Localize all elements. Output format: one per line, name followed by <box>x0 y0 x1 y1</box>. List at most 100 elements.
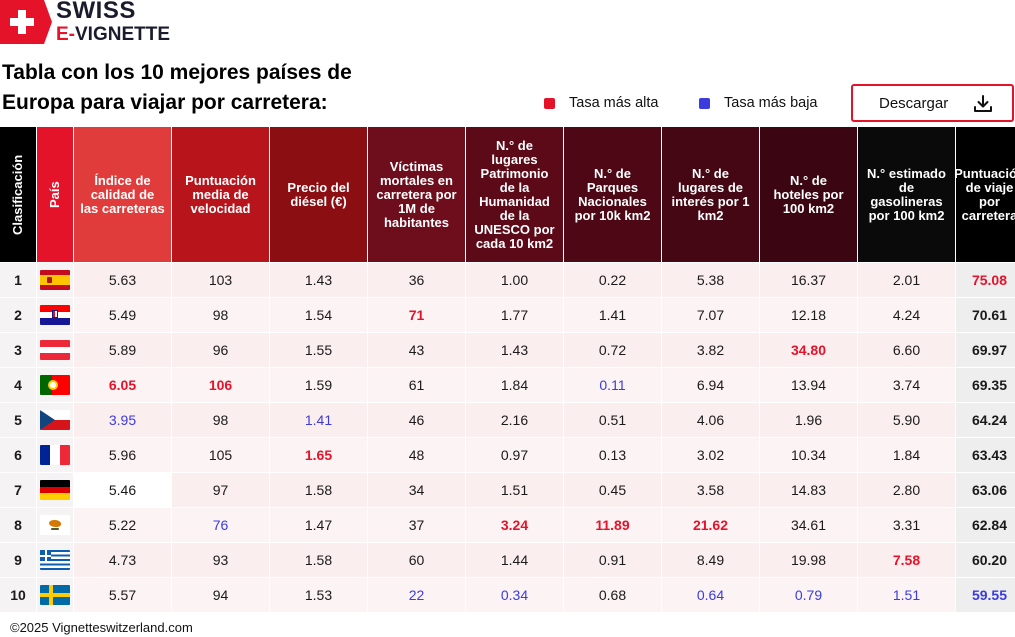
country-cell <box>37 473 73 507</box>
logo-notch <box>44 0 52 44</box>
country-cell <box>37 403 73 437</box>
country-cell <box>37 438 73 472</box>
road-quality-cell: 5.63 <box>74 263 171 297</box>
road-quality-cell: 6.05 <box>74 368 171 402</box>
gas-stations-cell: 1.51 <box>858 578 955 612</box>
hotels-cell: 12.18 <box>760 298 857 332</box>
sweden-flag-icon <box>40 585 70 605</box>
national-parks-cell: 0.11 <box>564 368 661 402</box>
unesco-sites-cell: 1.43 <box>466 333 563 367</box>
rank-cell: 2 <box>0 298 36 332</box>
unesco-sites-cell: 1.44 <box>466 543 563 577</box>
speed-score-cell: 98 <box>172 298 269 332</box>
gas-stations-cell: 6.60 <box>858 333 955 367</box>
unesco-sites-cell: 1.51 <box>466 473 563 507</box>
road-quality-cell: 5.22 <box>74 508 171 542</box>
country-cell <box>37 333 73 367</box>
road-trip-score-cell: 64.24 <box>956 403 1015 437</box>
header-road-trip-score: Puntuación de viaje por carretera <box>954 127 1015 262</box>
national-parks-cell: 0.91 <box>564 543 661 577</box>
attractions-cell: 7.07 <box>662 298 759 332</box>
download-button[interactable]: Descargar <box>851 84 1014 122</box>
road-deaths-cell: 22 <box>368 578 465 612</box>
road-deaths-cell: 61 <box>368 368 465 402</box>
country-cell <box>37 508 73 542</box>
brand-line-2-prefix: E- <box>56 24 75 45</box>
diesel-price-cell: 1.58 <box>270 543 367 577</box>
attractions-cell: 3.82 <box>662 333 759 367</box>
hotels-cell: 0.79 <box>760 578 857 612</box>
diesel-price-cell: 1.54 <box>270 298 367 332</box>
country-cell <box>37 263 73 297</box>
rank-cell: 1 <box>0 263 36 297</box>
legend-low-label: Tasa más baja <box>724 95 818 111</box>
speed-score-cell: 106 <box>172 368 269 402</box>
spain-flag-icon <box>40 270 70 290</box>
national-parks-cell: 0.68 <box>564 578 661 612</box>
speed-score-cell: 97 <box>172 473 269 507</box>
ranking-table: Clasificación País Índice de calidad de la… <box>0 127 1015 612</box>
brand-logo: SWISS E-VIGNETTE <box>0 0 180 46</box>
gas-stations-cell: 3.31 <box>858 508 955 542</box>
germany-flag-icon <box>40 480 70 500</box>
header-road-deaths: Víctimas mortales en carretera por 1M de… <box>368 127 465 262</box>
national-parks-cell: 0.45 <box>564 473 661 507</box>
speed-score-cell: 105 <box>172 438 269 472</box>
road-quality-cell: 4.73 <box>74 543 171 577</box>
road-trip-score-cell: 63.06 <box>956 473 1015 507</box>
road-deaths-cell: 48 <box>368 438 465 472</box>
attractions-cell: 21.62 <box>662 508 759 542</box>
road-trip-score-cell: 75.08 <box>956 263 1015 297</box>
speed-score-cell: 76 <box>172 508 269 542</box>
gas-stations-cell: 5.90 <box>858 403 955 437</box>
header-diesel-price: Precio del diésel (€) <box>270 127 367 262</box>
brand-line-2: E-VIGNETTE <box>56 25 170 45</box>
hotels-cell: 10.34 <box>760 438 857 472</box>
unesco-sites-cell: 0.34 <box>466 578 563 612</box>
road-deaths-cell: 60 <box>368 543 465 577</box>
gas-stations-cell: 1.84 <box>858 438 955 472</box>
rank-cell: 8 <box>0 508 36 542</box>
portugal-flag-icon <box>40 375 70 395</box>
header-speed-score: Puntuación media de velocidad <box>172 127 269 262</box>
rank-cell: 5 <box>0 403 36 437</box>
diesel-price-cell: 1.47 <box>270 508 367 542</box>
header-hotels: N.° de hoteles por 100 km2 <box>760 127 857 262</box>
rank-cell: 4 <box>0 368 36 402</box>
header-national-parks: N.° de Parques Nacionales por 10k km2 <box>564 127 661 262</box>
footer-copyright: ©2025 Vignetteswitzerland.com <box>10 620 193 635</box>
hotels-cell: 34.61 <box>760 508 857 542</box>
road-quality-cell: 5.96 <box>74 438 171 472</box>
road-deaths-cell: 46 <box>368 403 465 437</box>
country-cell <box>37 578 73 612</box>
rank-cell: 9 <box>0 543 36 577</box>
road-trip-score-cell: 59.55 <box>956 578 1015 612</box>
road-trip-score-cell: 69.97 <box>956 333 1015 367</box>
unesco-sites-cell: 3.24 <box>466 508 563 542</box>
attractions-cell: 6.94 <box>662 368 759 402</box>
hotels-cell: 14.83 <box>760 473 857 507</box>
croatia-flag-icon <box>40 305 70 325</box>
brand-line-1: SWISS <box>56 0 136 24</box>
hotels-cell: 1.96 <box>760 403 857 437</box>
gas-stations-cell: 3.74 <box>858 368 955 402</box>
unesco-sites-cell: 2.16 <box>466 403 563 437</box>
diesel-price-cell: 1.53 <box>270 578 367 612</box>
gas-stations-cell: 2.01 <box>858 263 955 297</box>
road-trip-score-cell: 60.20 <box>956 543 1015 577</box>
rank-cell: 6 <box>0 438 36 472</box>
hotels-cell: 19.98 <box>760 543 857 577</box>
legend-high: Tasa más alta <box>544 94 658 112</box>
road-trip-score-cell: 70.61 <box>956 298 1015 332</box>
road-trip-score-cell: 62.84 <box>956 508 1015 542</box>
hotels-cell: 34.80 <box>760 333 857 367</box>
national-parks-cell: 1.41 <box>564 298 661 332</box>
diesel-price-cell: 1.58 <box>270 473 367 507</box>
france-flag-icon <box>40 445 70 465</box>
road-quality-cell: 5.49 <box>74 298 171 332</box>
country-cell <box>37 368 73 402</box>
header-road-quality: Índice de calidad de las carreteras <box>74 127 171 262</box>
attractions-cell: 0.64 <box>662 578 759 612</box>
country-cell <box>37 298 73 332</box>
czechia-flag-icon <box>40 410 70 430</box>
